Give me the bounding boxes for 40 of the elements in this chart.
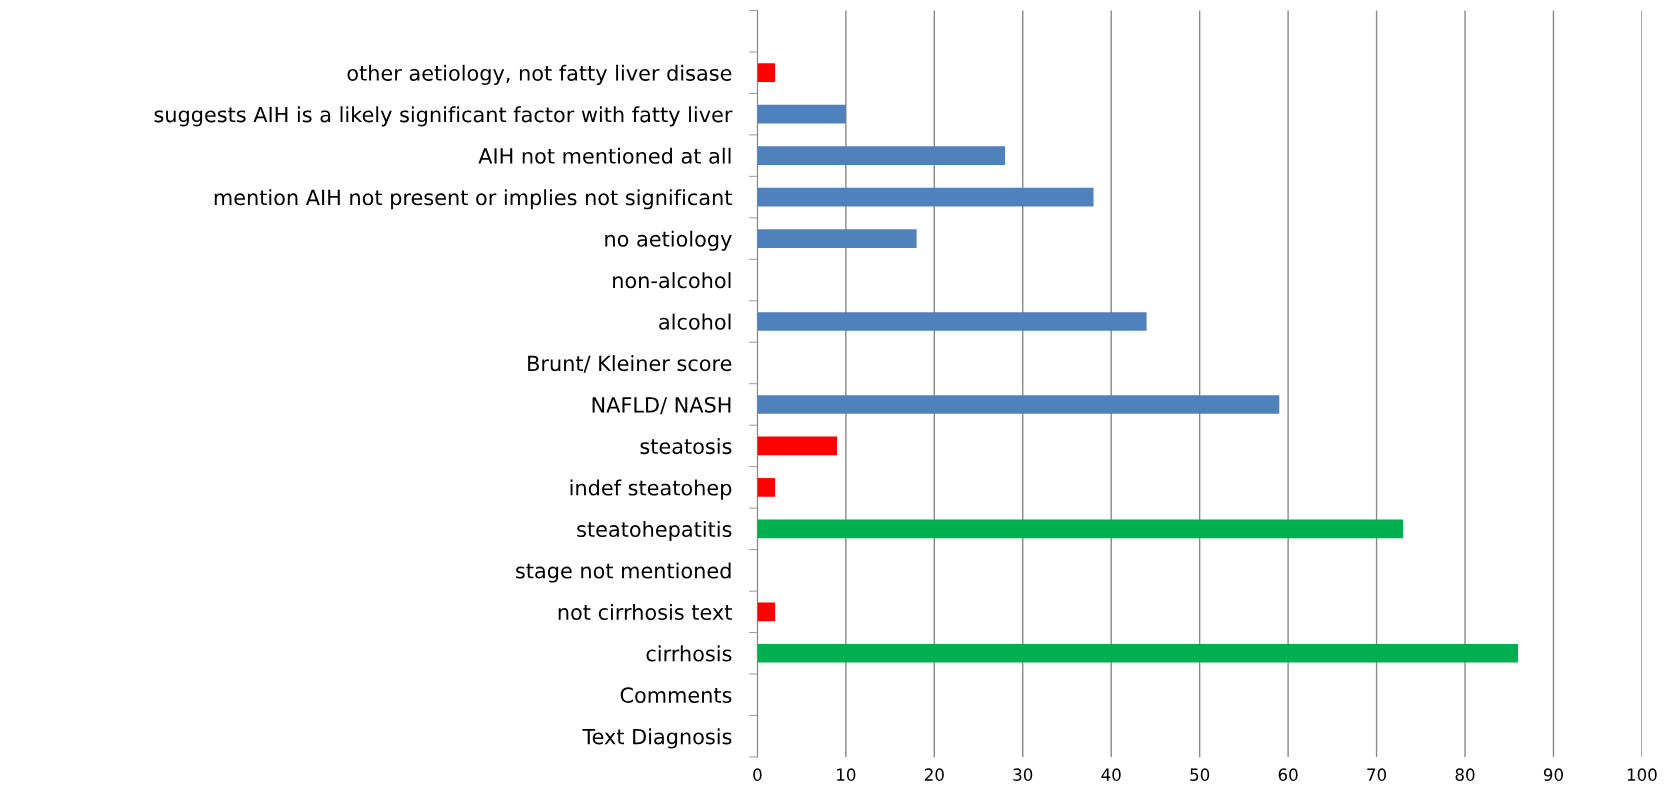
- y-tick-label: alcohol: [659, 313, 731, 330]
- y-tick-label: stage not mentioned: [516, 562, 731, 583]
- x-tick-label: 30: [1013, 768, 1033, 781]
- y-tick-label: not cirrhosis text: [558, 603, 732, 621]
- y-tick-label: steatosis: [640, 438, 732, 455]
- x-tick-label: 100: [1627, 768, 1657, 781]
- bar: [757, 229, 917, 248]
- bar: [757, 395, 1280, 414]
- bar: [757, 146, 1006, 165]
- y-tick-label: cirrhosis: [646, 645, 732, 662]
- bar: [757, 187, 1094, 207]
- bar: [757, 643, 1519, 663]
- y-tick-label: Text Diagnosis: [582, 728, 732, 749]
- y-tick-label: other aetiology, not fatty liver disase: [347, 64, 732, 85]
- bar: [757, 436, 838, 456]
- y-tick-label: Brunt/ Kleiner score: [528, 355, 732, 373]
- y-tick-label: AIH not mentioned at all: [478, 147, 731, 164]
- x-tick-label: 60: [1278, 768, 1298, 781]
- bar: [757, 519, 1404, 539]
- x-tick-label: 70: [1367, 768, 1387, 781]
- bar: [757, 104, 846, 124]
- x-tick-label: 90: [1543, 768, 1563, 781]
- y-tick-label: non-alcohol: [613, 272, 731, 289]
- y-tick-label: indef steatohep: [570, 479, 732, 500]
- bar: [757, 312, 1147, 331]
- y-tick-label: Comments: [620, 687, 732, 703]
- bar: [757, 478, 776, 497]
- x-tick-label: 50: [1190, 768, 1210, 781]
- x-tick-label: 80: [1455, 768, 1475, 781]
- y-tick-label: no aetiology: [605, 230, 732, 251]
- bar: [757, 63, 776, 83]
- x-tick-label: 10: [837, 768, 856, 781]
- x-tick-label: 20: [924, 768, 944, 781]
- y-tick-label: NAFLD/ NASH: [592, 396, 731, 415]
- x-tick-label: 0: [753, 768, 762, 781]
- y-tick-label: steatohepatitis: [577, 520, 732, 542]
- bar: [757, 602, 776, 622]
- y-tick-label: mention AIH not present or implies not significant: [214, 189, 732, 210]
- y-tick-label: suggests AIH is a likely significant factor with fatty liver: [154, 106, 733, 127]
- x-tick-label: 40: [1101, 768, 1121, 781]
